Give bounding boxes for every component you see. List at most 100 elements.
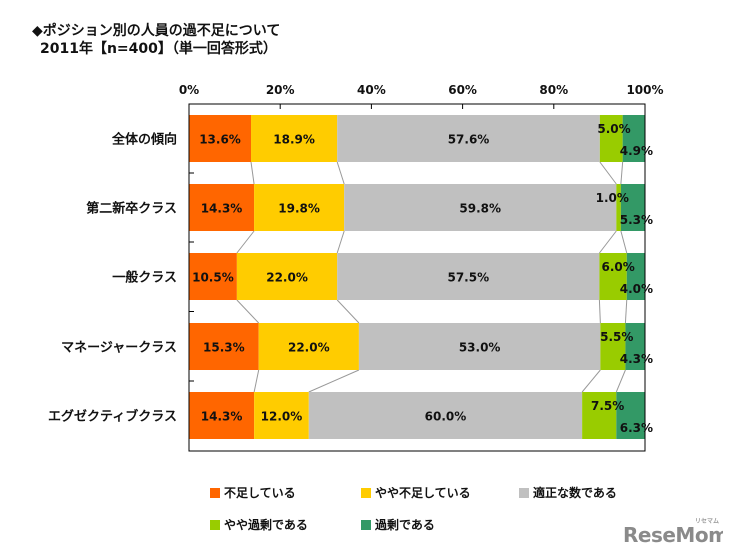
data-label: 22.0%: [266, 271, 308, 285]
bar-segment: [622, 115, 645, 162]
legend-swatch: [361, 519, 371, 530]
data-label: 5.0%: [597, 122, 630, 136]
bar-segment: [358, 323, 601, 370]
series-line: [599, 230, 617, 254]
data-label: 4.0%: [620, 282, 653, 296]
category-label: 一般クラス: [112, 270, 177, 286]
data-label: 13.6%: [199, 133, 241, 147]
bars: [189, 115, 645, 439]
data-label: 4.9%: [620, 144, 653, 158]
bar-segment: [616, 184, 621, 231]
data-label: 14.3%: [201, 410, 243, 424]
data-label: 60.0%: [425, 410, 467, 424]
bar-segment: [344, 184, 617, 231]
bar-segment: [625, 323, 645, 370]
legend-item: やや不足している: [361, 484, 471, 501]
legend-item: 過剰である: [361, 516, 435, 533]
x-tick-label: 100%: [626, 83, 663, 97]
x-tick-label: 60%: [448, 83, 477, 97]
data-label: 14.3%: [201, 202, 243, 216]
category-label: マネージャークラス: [61, 341, 177, 356]
x-tick-label: 80%: [539, 83, 568, 97]
series-line: [599, 161, 617, 185]
category-label: エグゼクティブクラス: [48, 409, 177, 425]
bar-segment: [254, 392, 309, 439]
bar-segment: [337, 115, 600, 162]
category-label: 第二新卒クラス: [86, 201, 177, 217]
bar-segment: [616, 392, 645, 439]
plot-frame: [188, 103, 646, 452]
legend-item: やや過剰である: [210, 516, 308, 533]
data-label: 10.5%: [192, 271, 234, 285]
series-line: [620, 161, 624, 185]
bar-segment: [189, 392, 255, 439]
legend-swatch: [210, 487, 220, 498]
series-line: [620, 230, 628, 254]
chart-title: ◆ポジション別の人員の過不足について: [32, 23, 281, 39]
data-label: 12.0%: [261, 410, 303, 424]
data-label: 5.3%: [620, 213, 653, 227]
x-tick-label: 40%: [357, 83, 386, 97]
bar-segment: [251, 115, 338, 162]
bar-segment: [582, 392, 617, 439]
bar-segment: [189, 184, 255, 231]
bar-segment: [189, 253, 237, 300]
bar-segment: [189, 323, 259, 370]
bar-segment: [626, 253, 645, 300]
series-line: [236, 230, 255, 254]
series-line: [581, 369, 601, 393]
bar-segment: [337, 253, 600, 300]
legend-item: 適正な数である: [519, 484, 617, 501]
data-label: 1.0%: [596, 191, 629, 205]
data-labels: 全体の傾向 13.6% 18.9% 57.6% 5.0% 4.9% 第二新卒クラス 14.3%…: [48, 83, 664, 435]
logo-kana: リセマム: [695, 518, 719, 525]
bar-segment: [620, 184, 645, 231]
logo-text: ReseMom: [623, 523, 723, 547]
category-label: 全体の傾向: [111, 132, 177, 148]
bar-segment: [599, 115, 623, 162]
data-label: 15.3%: [203, 341, 245, 355]
axis: [188, 103, 646, 452]
data-label: 57.5%: [447, 271, 489, 285]
legend-label: やや過剰である: [224, 518, 308, 532]
data-label: 19.8%: [278, 202, 320, 216]
bar-segment: [258, 323, 359, 370]
series-line: [336, 230, 345, 254]
x-tick-label: 20%: [266, 83, 295, 97]
bar-segment: [599, 253, 627, 300]
series-line: [615, 369, 626, 393]
bar-segment: [308, 392, 583, 439]
legend-label: やや不足している: [375, 486, 471, 500]
bar-segment: [254, 184, 345, 231]
legend-label: 適正な数である: [533, 486, 617, 500]
data-label: 4.3%: [620, 352, 653, 366]
legend-swatch: [210, 519, 220, 530]
data-label: 18.9%: [273, 133, 315, 147]
legend-label: 不足している: [224, 486, 296, 500]
data-label: 6.0%: [601, 260, 634, 274]
series-line: [598, 299, 601, 324]
data-label: 5.5%: [600, 330, 633, 344]
legend-label: 過剰である: [375, 518, 435, 532]
legend-swatch: [361, 487, 371, 498]
legend-item: 不足している: [210, 484, 296, 501]
bar-segment: [600, 323, 626, 370]
legend-swatch: [519, 487, 529, 498]
series-line: [624, 299, 628, 324]
data-label: 6.3%: [620, 421, 653, 435]
bar-segment: [236, 253, 338, 300]
series-line: [336, 299, 360, 324]
data-label: 57.6%: [448, 133, 490, 147]
x-tick-label: 0%: [179, 83, 199, 97]
bar-segment: [189, 115, 252, 162]
series-line: [308, 369, 360, 393]
data-label: 53.0%: [459, 341, 501, 355]
data-label: 7.5%: [591, 399, 624, 413]
stacked-bar-chart: 全体の傾向 13.6% 18.9% 57.6% 5.0% 4.9% 第二新卒クラス 14.3%…: [48, 83, 664, 452]
data-label: 59.8%: [459, 202, 501, 216]
chart-subtitle: 2011年【n=400】（単一回答形式）: [40, 41, 277, 57]
data-label: 22.0%: [288, 341, 330, 355]
resemom-logo: リセマム ReseMom: [623, 515, 729, 551]
series-line: [236, 299, 260, 324]
series-line: [336, 161, 345, 185]
